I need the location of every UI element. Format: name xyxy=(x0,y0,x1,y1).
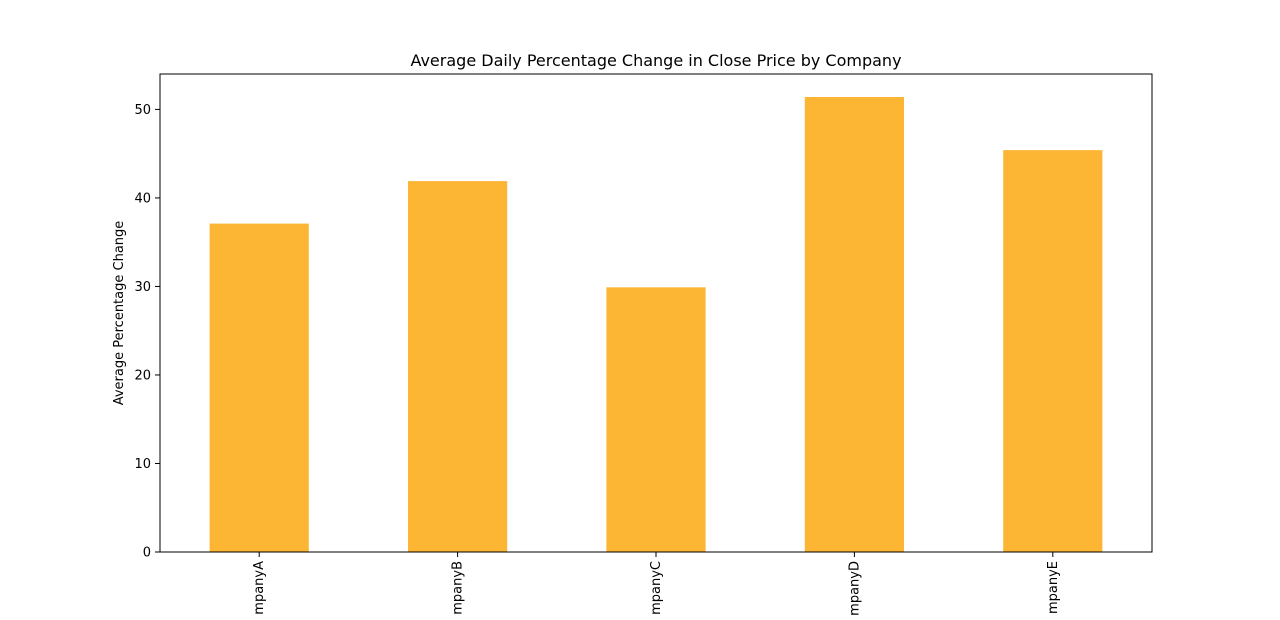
y-tick-label: 10 xyxy=(134,457,151,472)
x-tick-label: mpanyB xyxy=(451,561,466,615)
x-axis: mpanyA mpanyB mpanyC mpanyD mpanyE xyxy=(252,552,1061,616)
bars-group xyxy=(209,97,1103,553)
x-tick-label: mpanyE xyxy=(1046,561,1061,614)
bar-mpanyD xyxy=(804,97,904,552)
bar-mpanyC xyxy=(606,287,706,552)
bar-mpanyA xyxy=(209,223,309,552)
x-tick-label: mpanyC xyxy=(649,561,664,615)
x-tick-label: mpanyD xyxy=(847,561,862,616)
y-tick-label: 40 xyxy=(134,191,151,206)
y-tick-label: 50 xyxy=(134,103,151,118)
x-tick-label: mpanyA xyxy=(252,561,267,615)
y-axis: 0 10 20 30 40 50 xyxy=(134,103,160,561)
bar-mpanyB xyxy=(408,181,508,552)
chart-title: Average Daily Percentage Change in Close… xyxy=(410,51,901,70)
y-tick-label: 20 xyxy=(134,368,151,383)
y-tick-label: 30 xyxy=(134,280,151,295)
bar-mpanyE xyxy=(1003,150,1103,553)
y-axis-label: Average Percentage Change xyxy=(112,221,127,406)
y-tick-label: 0 xyxy=(143,546,151,561)
